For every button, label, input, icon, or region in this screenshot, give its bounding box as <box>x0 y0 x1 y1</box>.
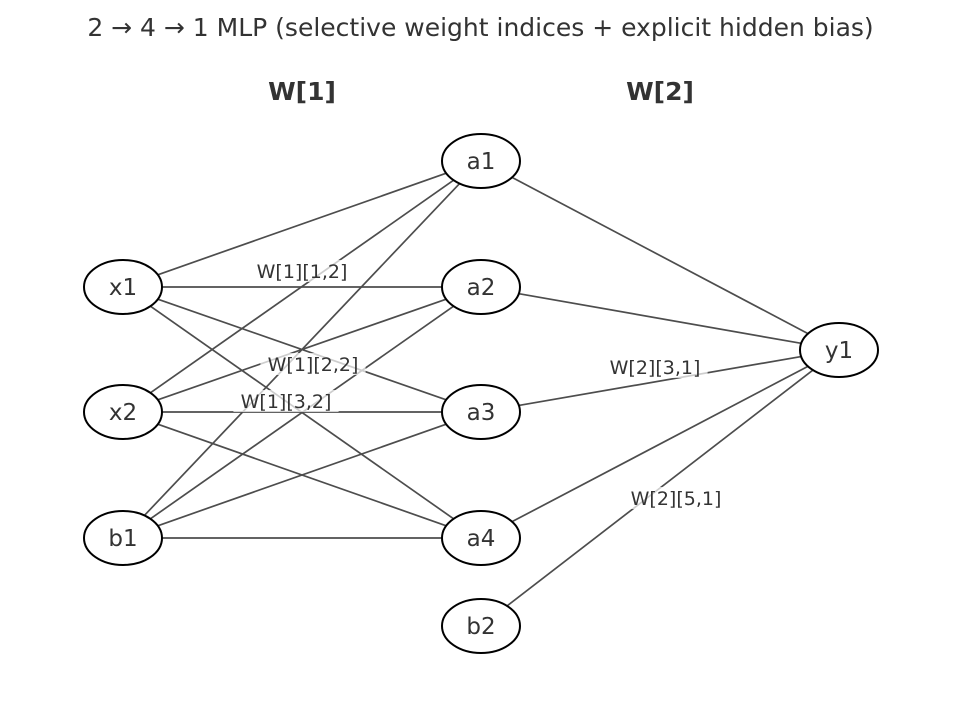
node-x2: x2 <box>83 384 163 440</box>
edge-label-background <box>249 260 355 282</box>
node-ellipse <box>441 259 521 315</box>
edge-b1-a2 <box>149 305 455 520</box>
edge-a3-y1 <box>518 355 802 407</box>
edge-label-b2-y1: W[2][5,1] <box>623 487 729 510</box>
layer-header-w1: W[1] <box>268 77 336 106</box>
node-ellipse <box>441 384 521 440</box>
node-label-a3: a3 <box>467 400 496 426</box>
node-y1: y1 <box>799 322 879 378</box>
edge-label-text-b2-y1: W[2][5,1] <box>631 488 722 510</box>
node-label-a4: a4 <box>467 526 496 552</box>
edge-label-a3-y1: W[2][3,1] <box>602 356 708 379</box>
node-label-x1: x1 <box>109 275 137 301</box>
node-ellipse <box>83 259 163 315</box>
node-b1: b1 <box>83 510 163 566</box>
node-label-b2: b2 <box>466 614 495 640</box>
edge-label-background <box>233 390 339 412</box>
edge-a2-y1 <box>518 292 802 345</box>
edge-x2-a1 <box>149 179 455 394</box>
edge-label-background <box>623 487 729 509</box>
edge-x1-a1 <box>157 172 447 276</box>
node-ellipse <box>441 133 521 189</box>
node-label-a1: a1 <box>467 149 496 175</box>
edge-a4-y1 <box>511 365 809 523</box>
node-a3: a3 <box>441 384 521 440</box>
edge-b1-a1 <box>143 182 461 517</box>
node-ellipse <box>441 598 521 654</box>
edge-labels-layer: W[1][1,2] W[1][2,2] W[1][3,2] W[2][3,1] W[2]… <box>233 260 729 510</box>
node-ellipse <box>83 384 163 440</box>
edge-label-text-b1-a2: W[1][3,2] <box>241 391 332 413</box>
edge-label-x1-a2: W[1][1,2] <box>249 260 355 283</box>
edge-label-text-x1-a2: W[1][1,2] <box>257 261 348 283</box>
edge-label-b1-a2: W[1][3,2] <box>233 390 339 413</box>
node-a2: a2 <box>441 259 521 315</box>
edge-b1-a3 <box>157 423 447 527</box>
node-label-b1: b1 <box>108 526 137 552</box>
node-ellipse <box>441 510 521 566</box>
nodes-layer: x1 x2 b1 a1 a2 a3 a4 b2 y1 <box>83 133 879 654</box>
node-label-a2: a2 <box>467 275 496 301</box>
edge-label-background <box>602 356 708 378</box>
node-b2: b2 <box>441 598 521 654</box>
node-a4: a4 <box>441 510 521 566</box>
node-x1: x1 <box>83 259 163 315</box>
node-label-y1: y1 <box>825 338 853 364</box>
layer-header-w2: W[2] <box>626 77 694 106</box>
node-label-x2: x2 <box>109 400 137 426</box>
edge-label-text-a3-y1: W[2][3,1] <box>610 357 701 379</box>
node-a1: a1 <box>441 133 521 189</box>
edge-label-background <box>260 353 366 375</box>
edge-label-x2-a2: W[1][2,2] <box>260 353 366 376</box>
edge-label-text-x2-a2: W[1][2,2] <box>268 354 359 376</box>
node-ellipse <box>83 510 163 566</box>
diagram-title: 2 → 4 → 1 MLP (selective weight indices … <box>87 13 873 42</box>
edge-a1-y1 <box>511 176 809 335</box>
node-ellipse <box>799 322 879 378</box>
